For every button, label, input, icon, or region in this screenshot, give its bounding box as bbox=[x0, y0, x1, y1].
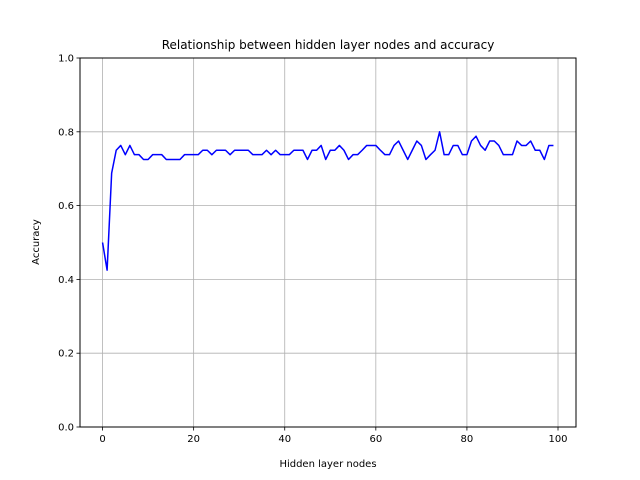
y-tick-label: 0.0 bbox=[58, 423, 74, 434]
plot-frame bbox=[79, 57, 577, 428]
grid bbox=[80, 57, 576, 428]
y-tick-label: 0.2 bbox=[58, 349, 74, 360]
y-tick-label: 0.6 bbox=[58, 201, 74, 212]
accuracy-series-line bbox=[101, 131, 554, 271]
series-group bbox=[101, 131, 554, 271]
x-axis: 0 20 40 60 80 100 bbox=[99, 427, 568, 445]
x-tick-label: 100 bbox=[548, 434, 567, 445]
x-tick-label: 60 bbox=[369, 434, 382, 445]
x-tick-label: 20 bbox=[187, 434, 200, 445]
y-tick-label: 0.8 bbox=[58, 127, 74, 138]
chart-title: Relationship between hidden layer nodes … bbox=[162, 38, 495, 52]
x-tick-label: 40 bbox=[278, 434, 291, 445]
y-tick-label: 0.4 bbox=[58, 275, 74, 286]
x-tick-label: 0 bbox=[99, 434, 105, 445]
y-axis-label: Accuracy bbox=[31, 219, 42, 265]
y-axis: 0.0 0.2 0.4 0.6 0.8 1.0 bbox=[58, 54, 80, 434]
y-tick-label: 1.0 bbox=[58, 54, 74, 65]
x-tick-label: 80 bbox=[461, 434, 474, 445]
x-axis-label: Hidden layer nodes bbox=[279, 459, 376, 470]
